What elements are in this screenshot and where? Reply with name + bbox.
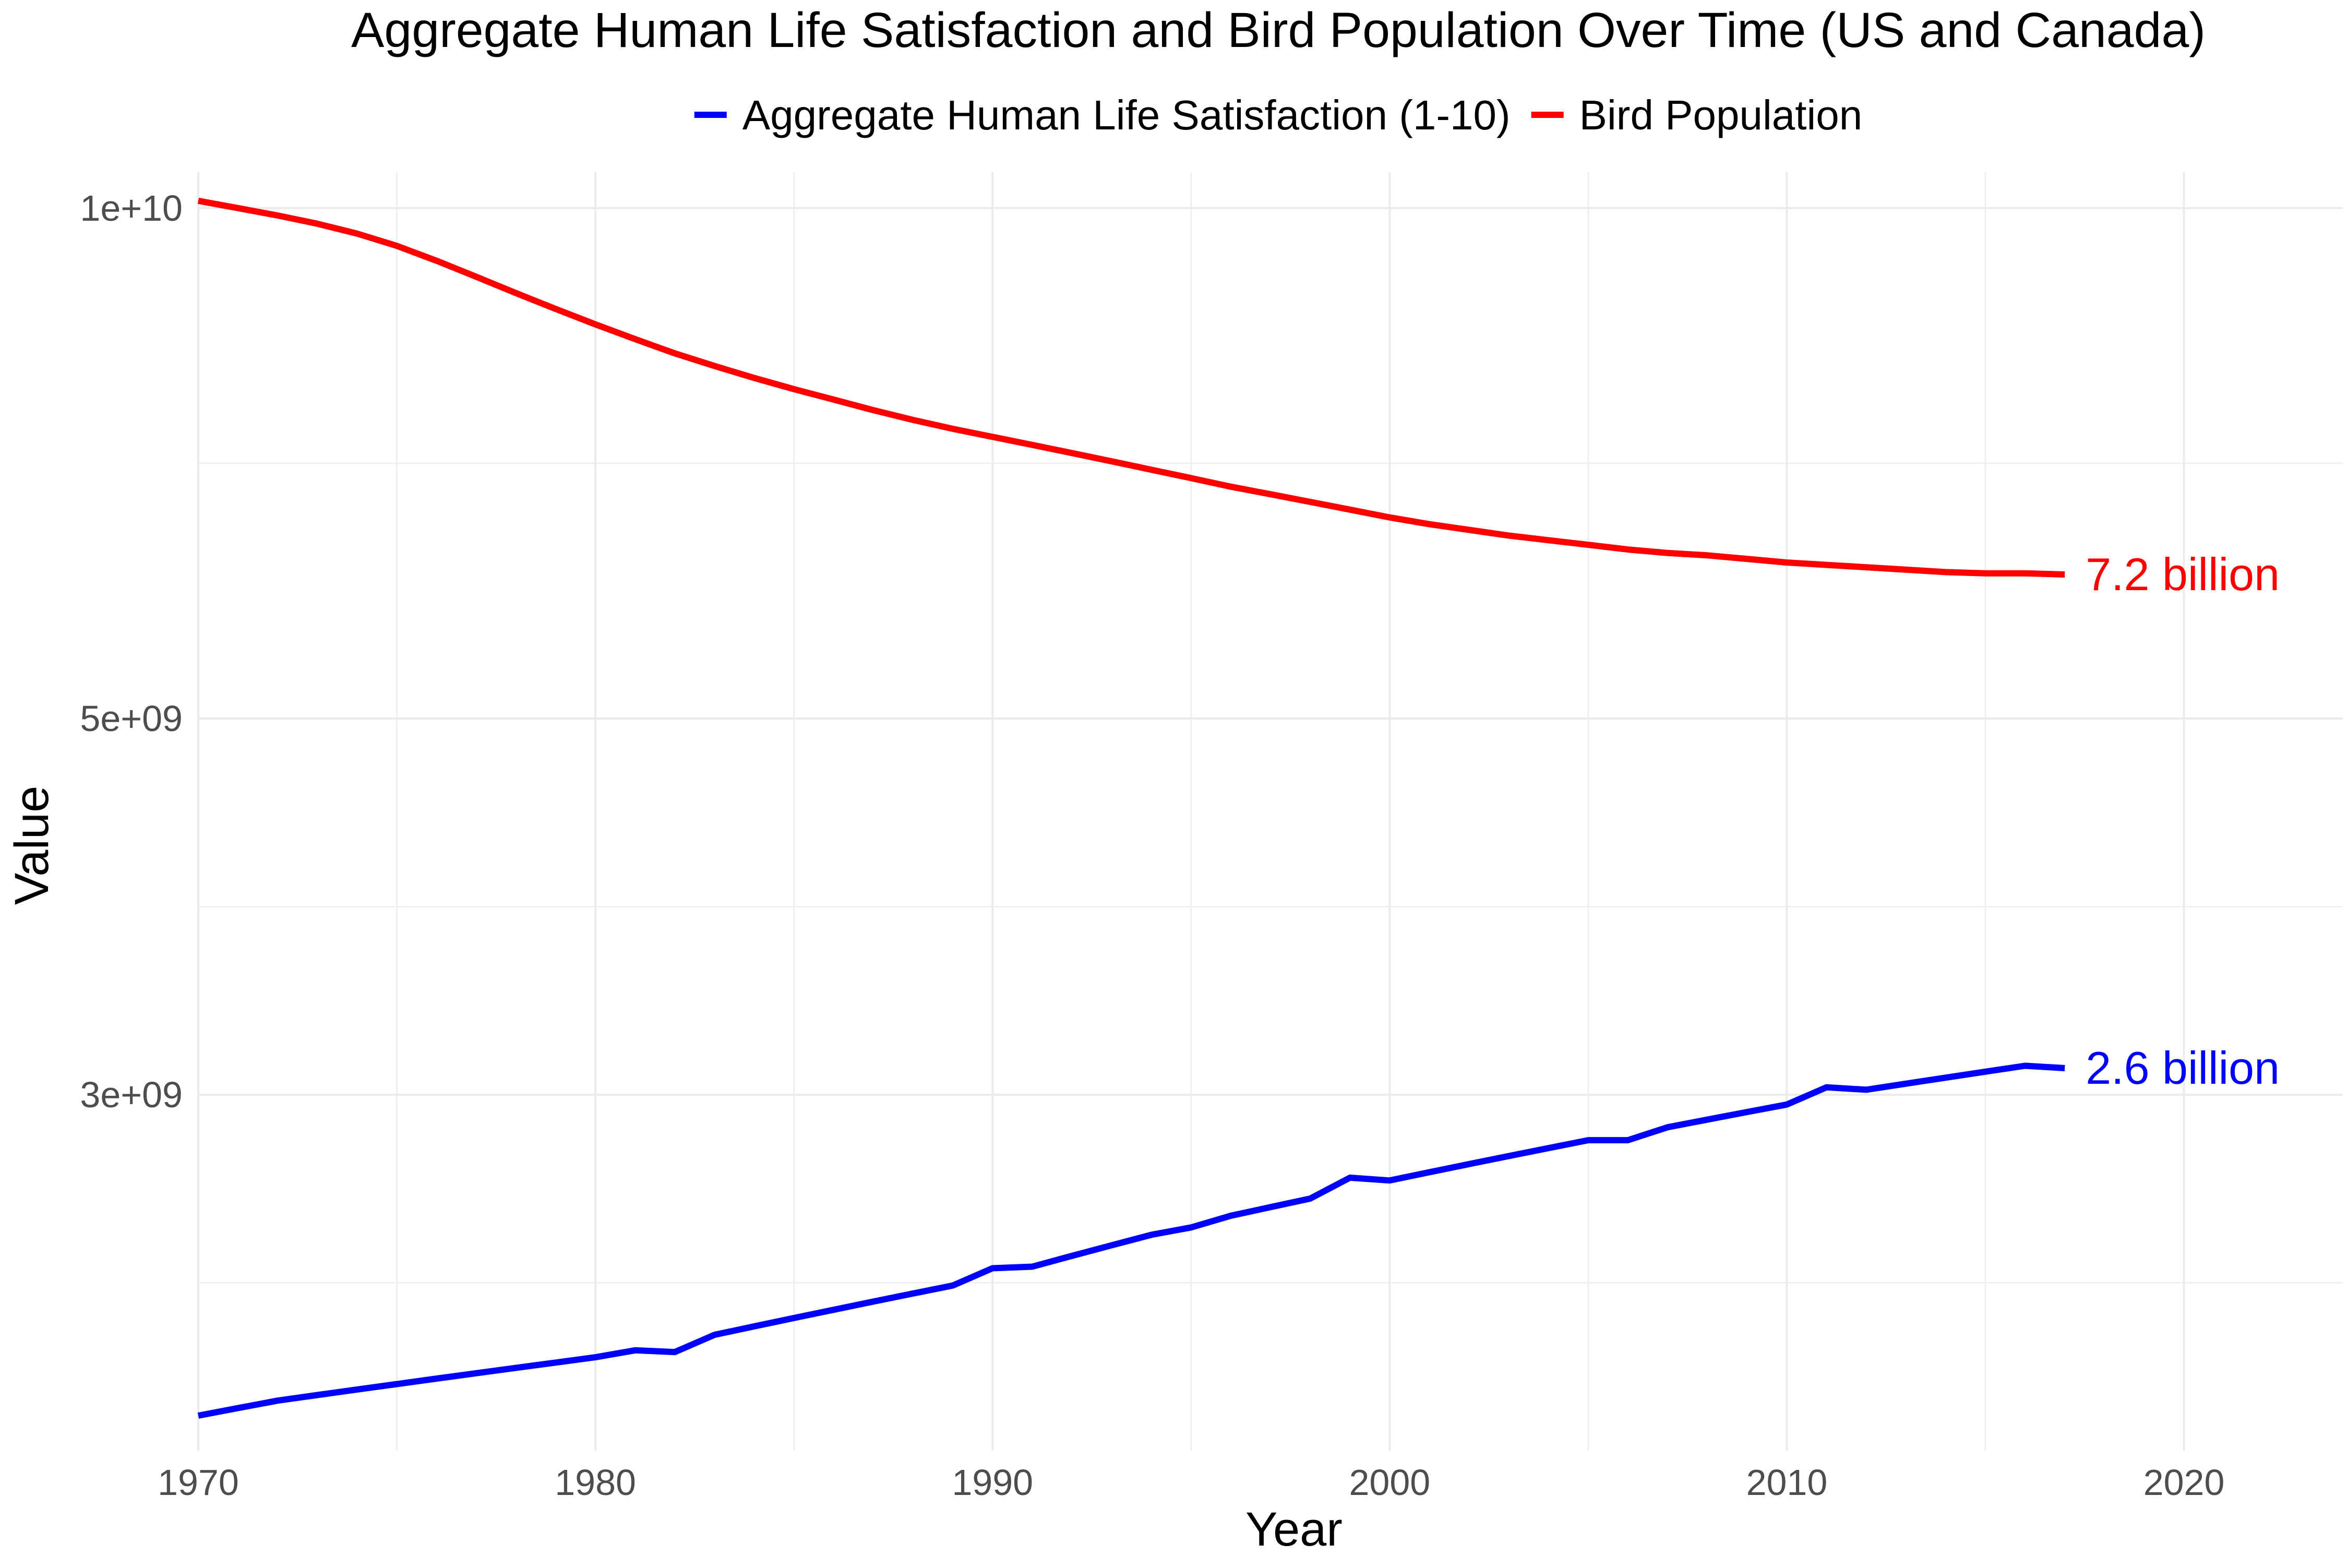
series-lines <box>197 197 2065 1419</box>
x-tick-label: 1970 <box>158 1462 239 1503</box>
series-end-label-1: 7.2 billion <box>2086 548 2280 600</box>
y-axis-title: Value <box>5 786 58 905</box>
x-tick-label: 2000 <box>1349 1462 1430 1503</box>
x-axis-title: Year <box>1245 1503 1343 1556</box>
legend-label-1: Bird Population <box>1579 92 1863 138</box>
chart-title: Aggregate Human Life Satisfaction and Bi… <box>351 3 2206 58</box>
x-tick-label: 2020 <box>2143 1462 2225 1503</box>
series-line-1 <box>197 197 2065 578</box>
x-tick-label: 2010 <box>1746 1462 1828 1503</box>
y-axis-ticks: 3e+09 5e+09 1e+10 <box>80 188 183 1115</box>
x-tick-label: 1980 <box>555 1462 636 1503</box>
end-labels: 2.6 billion 7.2 billion <box>2086 548 2280 1094</box>
series-end-label-0: 2.6 billion <box>2086 1042 2280 1094</box>
legend: Aggregate Human Life Satisfaction (1-10)… <box>694 92 1863 138</box>
legend-label-0: Aggregate Human Life Satisfaction (1-10) <box>742 92 1511 138</box>
grid <box>197 172 2343 1451</box>
x-axis-ticks: 1970 1980 1990 2000 2010 2020 <box>158 1462 2224 1503</box>
y-tick-label: 1e+10 <box>80 188 183 229</box>
y-tick-label: 5e+09 <box>80 698 183 739</box>
series-line-0 <box>197 1062 2065 1419</box>
y-tick-label: 3e+09 <box>80 1074 183 1115</box>
x-tick-label: 1990 <box>952 1462 1033 1503</box>
